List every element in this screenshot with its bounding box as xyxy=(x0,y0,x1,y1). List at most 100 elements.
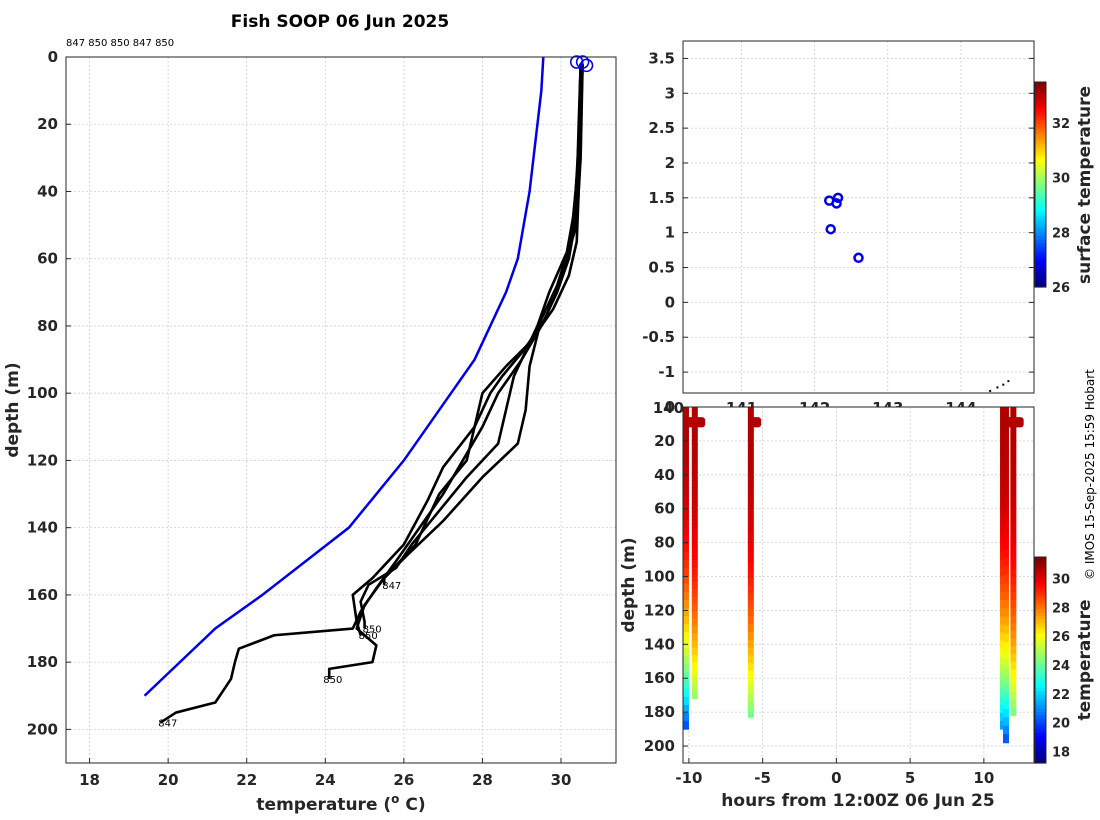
cast-segment xyxy=(691,552,698,561)
cast-segment xyxy=(682,656,689,666)
colorbar-segment xyxy=(1035,704,1046,709)
colorbar-segment xyxy=(1035,629,1046,634)
y-tick-label: 3.5 xyxy=(648,49,675,67)
y-tick-label: 60 xyxy=(654,500,675,518)
cast-segment xyxy=(691,458,698,466)
cast-segment xyxy=(1010,592,1017,601)
colorbar-segment xyxy=(1035,587,1046,592)
cast-segment xyxy=(1002,532,1009,542)
colorbar-segment xyxy=(1035,570,1046,575)
x-axis-label: hours from 12:00Z 06 Jun 25 xyxy=(721,791,994,811)
colorbar-segment xyxy=(1035,215,1046,220)
colorbar-segment xyxy=(1035,146,1046,151)
cast-segment xyxy=(682,672,689,682)
x-tick-label: 22 xyxy=(236,771,257,789)
colorbar-segment xyxy=(1035,653,1046,658)
x-tick-label: 20 xyxy=(158,771,179,789)
cast-segment xyxy=(1010,607,1017,616)
cast-segment xyxy=(747,600,754,610)
cast-segment xyxy=(747,469,754,478)
colorbar-segment xyxy=(1035,611,1046,616)
cast-segment xyxy=(1002,692,1009,702)
colorbar-segment xyxy=(1035,160,1046,165)
colorbar-segment xyxy=(1035,187,1046,192)
cast-segment xyxy=(1002,650,1009,660)
colorbar-segment xyxy=(1035,563,1046,568)
cast-segment xyxy=(1002,516,1009,526)
cast-segment xyxy=(747,538,754,548)
y-tick-label: 1 xyxy=(665,224,675,242)
cast-segment xyxy=(747,678,754,687)
colorbar-tick-label: 18 xyxy=(1052,745,1070,760)
y-axis-label: depth (m) xyxy=(619,537,639,632)
cast-segment xyxy=(682,592,689,601)
colorbar-segment xyxy=(1035,670,1046,675)
cast-segment xyxy=(691,654,698,663)
cast-segment xyxy=(691,574,698,583)
cast-segment xyxy=(682,704,689,714)
colorbar-segment xyxy=(1035,249,1046,254)
cast-segment xyxy=(682,463,689,473)
colorbar-segment xyxy=(1035,567,1046,572)
cast-segment xyxy=(1010,653,1017,663)
cast-position-marker xyxy=(575,55,590,69)
colorbar-segment xyxy=(1035,718,1046,723)
y-tick-label: 0.5 xyxy=(648,259,675,277)
colorbar-segment xyxy=(1035,666,1046,671)
colorbar-segment xyxy=(1035,697,1046,702)
y-tick-label: 0 xyxy=(48,48,58,66)
cast-segment xyxy=(1002,583,1009,593)
colorbar-segment xyxy=(1035,677,1046,682)
colorbar-segment xyxy=(1035,109,1046,114)
colorbar-tick-label: 28 xyxy=(1052,226,1070,241)
y-tick-label: 160 xyxy=(644,669,675,687)
colorbar-segment xyxy=(1035,88,1046,93)
cast-segment xyxy=(682,616,689,626)
cast-segment xyxy=(747,616,754,625)
cast-segment xyxy=(1010,407,1017,416)
colorbar-segment xyxy=(1035,728,1046,733)
profile-line-850-2 xyxy=(359,63,582,629)
colorbar-segment xyxy=(1035,150,1046,155)
station-marker xyxy=(853,252,864,264)
temperature-colorbar-label: temperature xyxy=(1075,599,1095,720)
colorbar-segment xyxy=(1035,263,1046,268)
cast-segment xyxy=(691,530,698,539)
colorbar-segment xyxy=(1035,164,1046,169)
y-tick-label: -1 xyxy=(658,363,675,381)
x-tick-label: 24 xyxy=(315,771,336,789)
colorbar-segment xyxy=(1035,246,1046,251)
y-tick-label: 2 xyxy=(665,154,675,172)
colorbar-tick-label: 24 xyxy=(1052,659,1070,674)
colorbar-segment xyxy=(1035,256,1046,261)
cast-segment xyxy=(1002,600,1009,609)
cast-segment xyxy=(691,465,698,474)
cast-segment xyxy=(1002,499,1009,509)
colorbar-segment xyxy=(1035,687,1046,692)
colorbar-segment xyxy=(1035,608,1046,613)
cast-segment xyxy=(747,422,754,431)
cast-segment xyxy=(682,640,689,650)
cast-segment xyxy=(682,712,689,722)
colorbar-segment xyxy=(1035,283,1046,288)
colorbar-segment xyxy=(1035,102,1046,107)
cast-column xyxy=(1010,407,1024,717)
surface-temperature-colorbar: 26 28 30 32 xyxy=(1034,81,1070,296)
cast-segment xyxy=(1010,638,1017,647)
cast-segment xyxy=(747,693,754,703)
cast-segment xyxy=(682,487,689,497)
colorbar-tick-label: 26 xyxy=(1052,281,1070,296)
cast-segment xyxy=(747,562,754,571)
colorbar-tick-label: 28 xyxy=(1052,601,1070,616)
colorbar-segment xyxy=(1035,222,1046,227)
cast-segment xyxy=(691,603,698,612)
colorbar-segment xyxy=(1035,225,1046,230)
cast-segment xyxy=(691,560,698,568)
cast-segment xyxy=(747,670,754,680)
cast-segment xyxy=(1010,676,1017,686)
colorbar-segment xyxy=(1035,280,1046,285)
cast-segment xyxy=(1010,646,1017,655)
y-tick-label: 120 xyxy=(644,601,675,619)
cast-segment xyxy=(691,669,698,678)
